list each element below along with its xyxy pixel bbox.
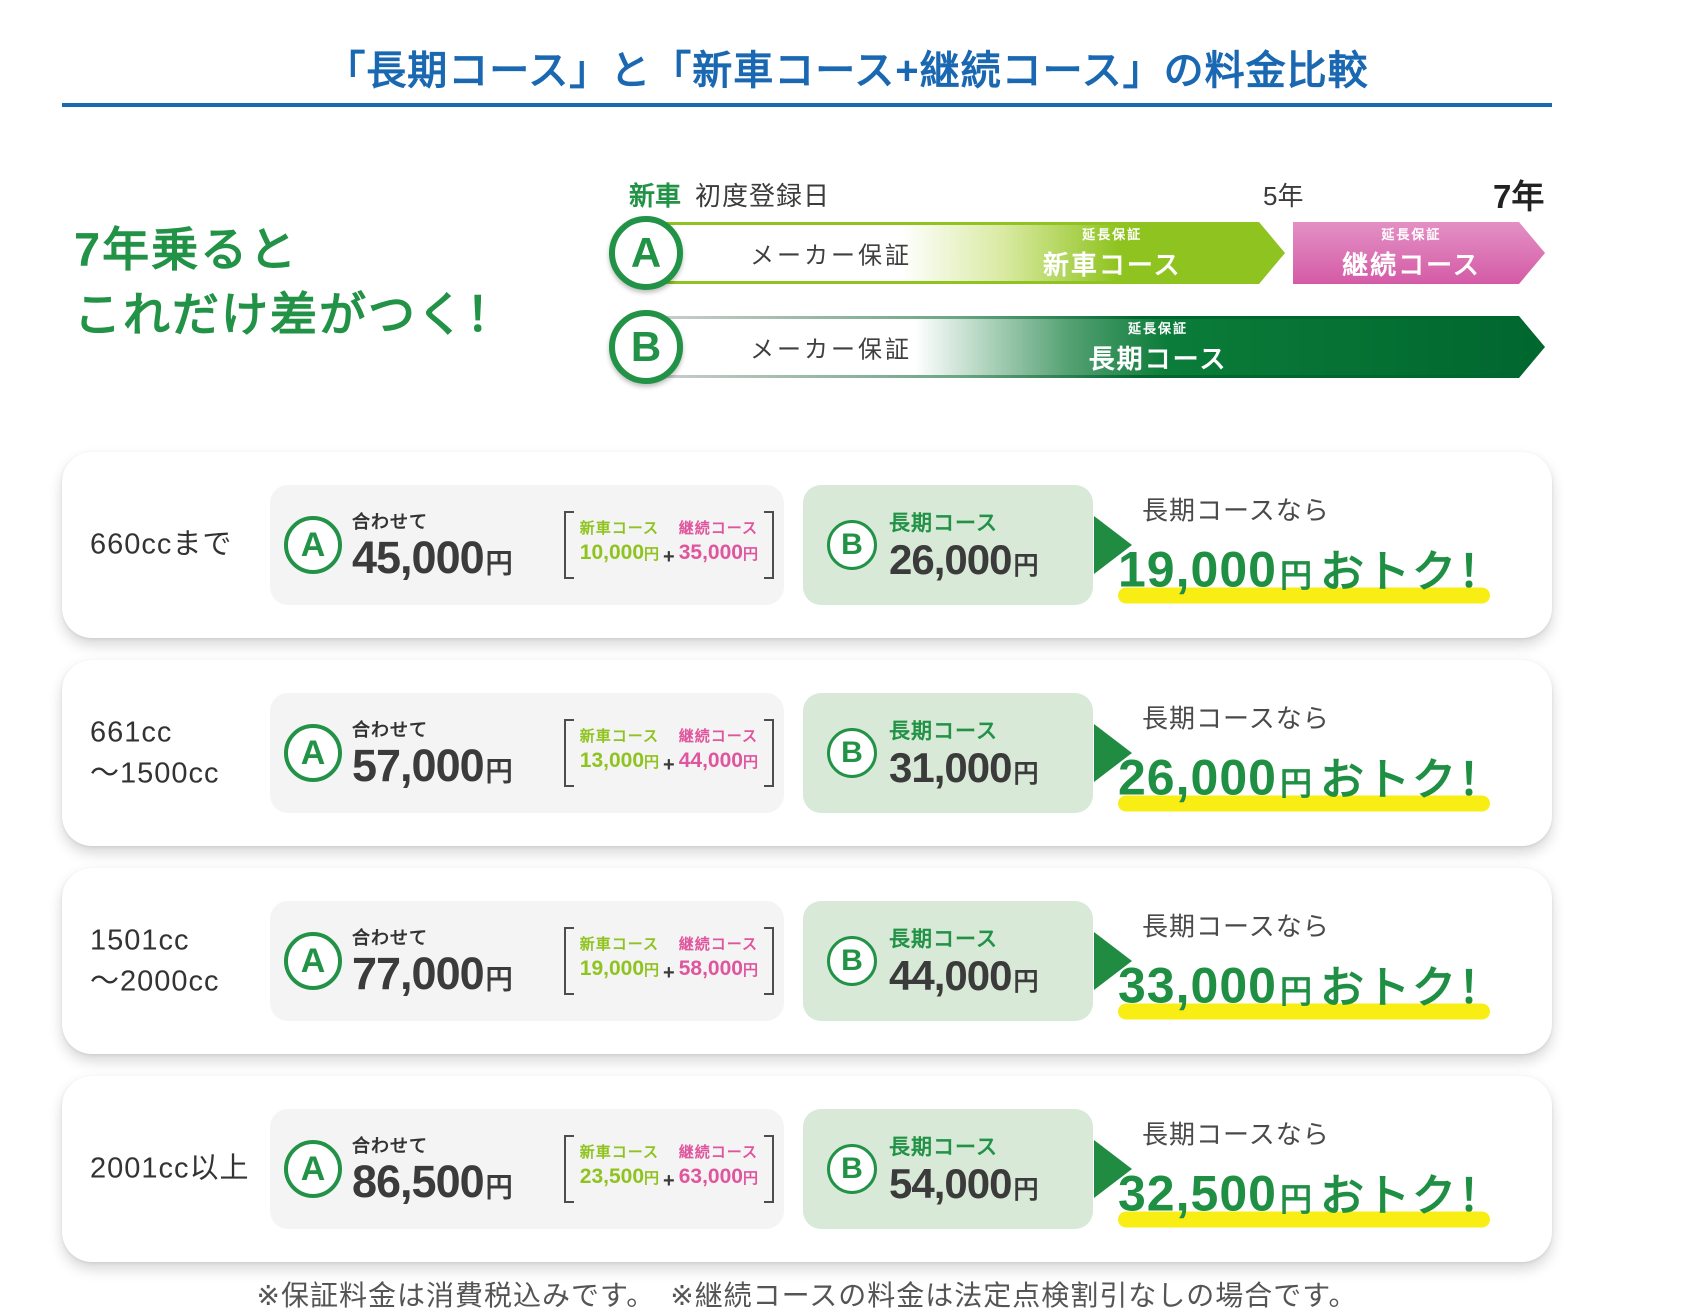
continuation-course-price: 継続コース 35,000円 [678,520,758,564]
plan-a-badge: A [609,216,683,290]
plan-b-price-box: B 長期コース 54,000円 [803,1109,1093,1229]
plus-sign: + [663,1170,675,1192]
plan-b-badge: B [827,1144,877,1194]
timeline-registration-label: 初度登録日 [695,181,831,211]
bracket-right [764,719,774,787]
plan-a-price-box: A 合わせて 86,500円 新車コース 23,500円 + 継続コース 63,… [270,1109,784,1229]
newcar-course-price: 新車コース 13,000円 [579,728,660,772]
plan-b-price-box: B 長期コース 44,000円 [803,901,1093,1021]
plan-a-badge: A [284,1140,342,1198]
longterm-course-label: 延長保証 長期コース [1088,321,1228,374]
plan-b-badge: B [827,936,877,986]
continuation-course-price: 継続コース 44,000円 [678,728,758,772]
plan-a-total: 合わせて 57,000円 [352,719,513,791]
plan-b-total: 長期コース 31,000円 [889,719,1039,791]
plus-sign: + [663,962,675,984]
price-breakdown: 新車コース 19,000円 + 継続コース 58,000円 [563,927,774,995]
bracket-left [563,719,574,787]
plan-b-badge: B [609,310,683,384]
savings-amount: 19,000円 おトク！ [1118,536,1504,604]
savings-callout: 長期コースなら 32,500円 おトク！ [1118,1119,1504,1228]
plan-a-badge: A [284,724,342,782]
price-card-661-1500cc: 661cc ～1500cc A 合わせて 57,000円 新車コース 13,00… [62,660,1552,846]
bracket-right [764,1135,774,1203]
price-card-1501-2000cc: 1501cc ～2000cc A 合わせて 77,000円 新車コース 19,0… [62,868,1552,1054]
maker-warranty-label: メーカー保証 [750,336,912,364]
warranty-timeline-diagram: 新車 初度登録日 5年 7年 A メーカー保証 延長保証 新車コース 延長保証 … [575,176,1570,396]
plan-a-price-box: A 合わせて 45,000円 新車コース 10,000円 + 継続コース 35,… [270,485,784,605]
plan-b-price-box: B 長期コース 31,000円 [803,693,1093,813]
timeline-year7-label: 7年 [1493,178,1545,215]
plan-a-badge: A [284,516,342,574]
maker-warranty-label: メーカー保証 [750,242,912,270]
maker-warranty-newcar-course-bar: メーカー保証 延長保証 新車コース [645,222,1285,284]
bracket-left [563,1135,574,1203]
plan-b-badge: B [827,728,877,778]
headline-line2: これだけ差がつく！ [74,287,515,341]
plan-a-total: 合わせて 45,000円 [352,511,513,583]
maker-warranty-longterm-course-bar: メーカー保証 延長保証 長期コース [645,316,1545,378]
continuation-course-price: 継続コース 58,000円 [678,936,758,980]
plan-b-total: 長期コース 26,000円 [889,511,1039,583]
bracket-right [764,927,774,995]
savings-callout: 長期コースなら 26,000円 おトク！ [1118,703,1504,812]
continuation-course-arrow: 延長保証 継続コース [1293,222,1545,284]
price-breakdown: 新車コース 13,000円 + 継続コース 44,000円 [563,719,774,787]
headline: 7年乗ると これだけ差がつく！ [74,218,515,348]
plan-b-badge: B [827,520,877,570]
bracket-left [563,511,574,579]
newcar-course-label: 延長保証 新車コース [1042,227,1182,280]
plan-a-price-box: A 合わせて 77,000円 新車コース 19,000円 + 継続コース 58,… [270,901,784,1021]
price-card-list: 660ccまで A 合わせて 45,000円 新車コース 10,000円 + [62,452,1552,1284]
plan-b-total: 長期コース 54,000円 [889,1135,1039,1207]
price-breakdown: 新車コース 10,000円 + 継続コース 35,000円 [563,511,774,579]
timeline-year5-label: 5年 [1263,181,1304,211]
savings-callout: 長期コースなら 19,000円 おトク！ [1118,495,1504,604]
newcar-course-price: 新車コース 10,000円 [579,520,660,564]
bracket-left [563,927,574,995]
title-divider [62,103,1552,107]
timeline-newcar-label: 新車 [629,181,682,211]
plan-b-total: 長期コース 44,000円 [889,927,1039,999]
bracket-right [764,511,774,579]
plus-sign: + [663,754,675,776]
savings-callout: 長期コースなら 33,000円 おトク！ [1118,911,1504,1020]
price-breakdown: 新車コース 23,500円 + 継続コース 63,000円 [563,1135,774,1203]
plan-a-badge: A [284,932,342,990]
arrow-right-icon [1094,1140,1132,1198]
price-card-2001cc: 2001cc以上 A 合わせて 86,500円 新車コース 23,500円 + [62,1076,1552,1262]
newcar-course-price: 新車コース 19,000円 [579,936,660,980]
price-card-660cc: 660ccまで A 合わせて 45,000円 新車コース 10,000円 + [62,452,1552,638]
timeline-row-a: A メーカー保証 延長保証 新車コース 延長保証 継続コース [575,216,1570,290]
savings-amount: 26,000円 おトク！ [1118,744,1504,812]
headline-line1: 7年乗ると [74,223,299,276]
newcar-course-price: 新車コース 23,500円 [579,1144,660,1188]
engine-size-label: 660ccまで [90,528,233,561]
arrow-right-icon [1094,932,1132,990]
page-title: 「長期コース」と「新車コース+継続コース」の料金比較 [325,49,1369,93]
savings-amount: 32,500円 おトク！ [1118,1160,1504,1228]
savings-amount: 33,000円 おトク！ [1118,952,1504,1020]
continuation-course-price: 継続コース 63,000円 [678,1144,758,1188]
plan-a-price-box: A 合わせて 57,000円 新車コース 13,000円 + 継続コース 44,… [270,693,784,813]
timeline-row-b: B メーカー保証 延長保証 長期コース [575,310,1570,384]
engine-size-label: 661cc ～1500cc [90,716,220,789]
plan-b-price-box: B 長期コース 26,000円 [803,485,1093,605]
arrow-right-icon [1094,724,1132,782]
plan-a-total: 合わせて 77,000円 [352,927,513,999]
engine-size-label: 1501cc ～2000cc [90,924,220,997]
plus-sign: + [663,546,675,568]
plan-a-total: 合わせて 86,500円 [352,1135,513,1207]
footnote: ※保証料金は消費税込みです。 ※継続コースの料金は法定点検割引なしの場合です。 [256,1280,1358,1311]
continuation-course-label: 延長保証 継続コース [1342,227,1481,280]
engine-size-label: 2001cc以上 [90,1152,250,1185]
arrow-right-icon [1094,516,1132,574]
